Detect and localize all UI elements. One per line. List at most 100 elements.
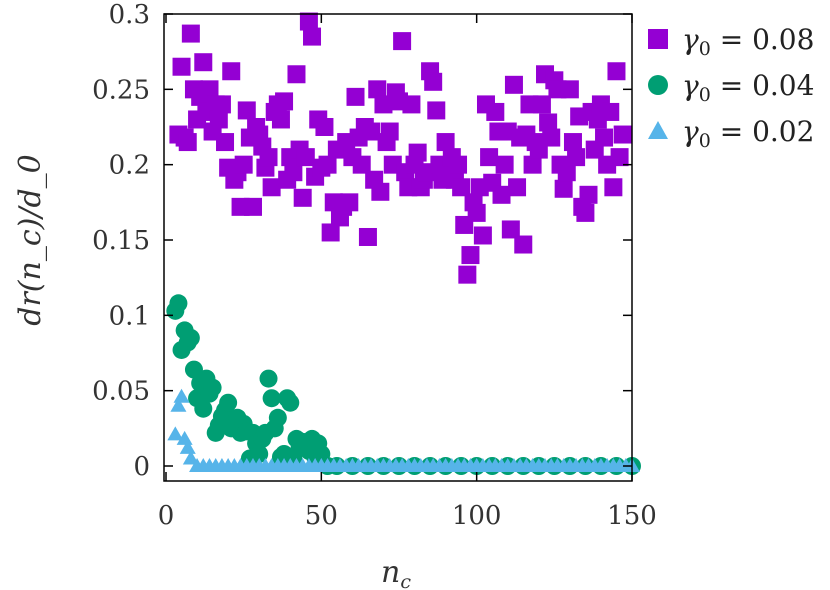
data-point-square [371, 182, 390, 201]
data-point-square [340, 193, 359, 212]
data-point-square [576, 203, 595, 222]
data-point-square [222, 62, 241, 81]
data-point-circle [219, 393, 238, 412]
data-point-square [563, 133, 582, 152]
data-point-square [296, 148, 315, 167]
svg-text:γ0 = 0.02: γ0 = 0.02 [682, 115, 814, 152]
data-point-circle [262, 389, 281, 408]
data-point-triangle [167, 426, 184, 441]
data-point-square [402, 95, 421, 114]
data-point-square [212, 95, 231, 114]
data-point-square [604, 178, 623, 197]
data-point-square [514, 235, 533, 254]
data-point-square [318, 155, 337, 174]
data-point-triangle [173, 388, 190, 403]
data-point-square [194, 53, 213, 72]
data-point-square [427, 101, 446, 120]
y-tick-label: 0.25 [92, 75, 150, 105]
data-point-square [275, 92, 294, 111]
data-point-triangle [179, 439, 196, 454]
data-point-square [492, 185, 511, 204]
data-point-square [368, 80, 387, 99]
data-point-square [358, 227, 377, 246]
data-point-square [299, 12, 318, 31]
data-point-triangle [170, 397, 187, 412]
legend: γ0 = 0.08 γ0 = 0.04 γ0 = 0.02 [648, 23, 814, 152]
series-circle [166, 294, 641, 475]
legend-value: = 0.02 [711, 115, 815, 148]
x-axis-title-sub: c [400, 571, 411, 590]
data-point-circle [184, 360, 203, 379]
x-tick-label: 100 [452, 501, 502, 531]
data-point-square [610, 148, 629, 167]
data-point-square [458, 265, 477, 284]
plot-points [166, 12, 641, 475]
data-point-square [393, 32, 412, 51]
data-point-square [452, 178, 471, 197]
series-triangle [167, 388, 640, 472]
data-point-square [362, 122, 381, 141]
svg-text:γ0 = 0.08: γ0 = 0.08 [682, 23, 814, 60]
data-point-square [172, 57, 191, 76]
data-point-circle [259, 369, 278, 388]
data-point-square [461, 246, 480, 265]
legend-value: = 0.04 [711, 69, 815, 102]
data-point-square [613, 125, 632, 144]
svg-text:dr(n_c)/d_0: dr(n_c)/d_0 [13, 154, 48, 325]
data-point-circle [194, 399, 213, 418]
data-point-square [209, 110, 228, 129]
y-tick-label: 0.15 [92, 226, 150, 256]
y-axis-title: dr(n_c)/d_0 [13, 154, 48, 325]
data-point-square [321, 223, 340, 242]
data-point-square [595, 128, 614, 147]
y-tick-label: 0 [133, 452, 150, 482]
data-point-square [523, 155, 542, 174]
x-axis-title: nc [381, 555, 411, 590]
data-point-square [303, 27, 322, 46]
data-point-square [408, 143, 427, 162]
data-point-square [554, 179, 573, 198]
data-point-square [284, 163, 303, 182]
legend-sub: 0 [699, 84, 711, 106]
data-point-square [501, 220, 520, 239]
data-point-triangle [182, 450, 199, 465]
x-tick-label: 0 [158, 501, 175, 531]
data-point-circle [169, 294, 188, 313]
data-point-square [237, 101, 256, 120]
data-point-square [243, 197, 262, 216]
y-tick-label: 0.3 [109, 0, 150, 30]
data-point-square [532, 95, 551, 114]
legend-marker-circle [648, 75, 668, 95]
data-point-square [293, 188, 312, 207]
data-point-circle [181, 328, 200, 347]
data-point-square [601, 102, 620, 121]
data-point-square [504, 75, 523, 94]
x-tick-label: 50 [305, 501, 338, 531]
data-point-square [262, 178, 281, 197]
data-point-square [495, 155, 514, 174]
legend-symbol: γ [682, 115, 699, 148]
legend-sub: 0 [699, 130, 711, 152]
data-point-square [486, 102, 505, 121]
data-point-square [539, 113, 558, 132]
legend-symbol: γ [682, 23, 699, 56]
data-point-square [508, 178, 527, 197]
data-point-square [607, 62, 626, 81]
y-tick-label: 0.1 [109, 301, 150, 331]
data-point-square [449, 155, 468, 174]
data-point-square [315, 118, 334, 136]
legend-symbol: γ [682, 69, 699, 102]
series-square [169, 12, 632, 284]
data-point-square [234, 155, 253, 174]
data-point-square [557, 163, 576, 182]
data-point-square [567, 148, 586, 167]
legend-sub: 0 [699, 38, 711, 60]
y-axis-title-text: dr(n_c)/d_0 [13, 154, 48, 325]
data-point-square [480, 148, 499, 167]
data-point-square [178, 133, 197, 152]
data-point-square [287, 65, 306, 84]
data-point-square [579, 185, 598, 204]
data-point-circle [203, 378, 222, 397]
data-point-circle [281, 393, 300, 412]
legend-item-gamma-0.02: γ0 = 0.02 [648, 115, 814, 152]
